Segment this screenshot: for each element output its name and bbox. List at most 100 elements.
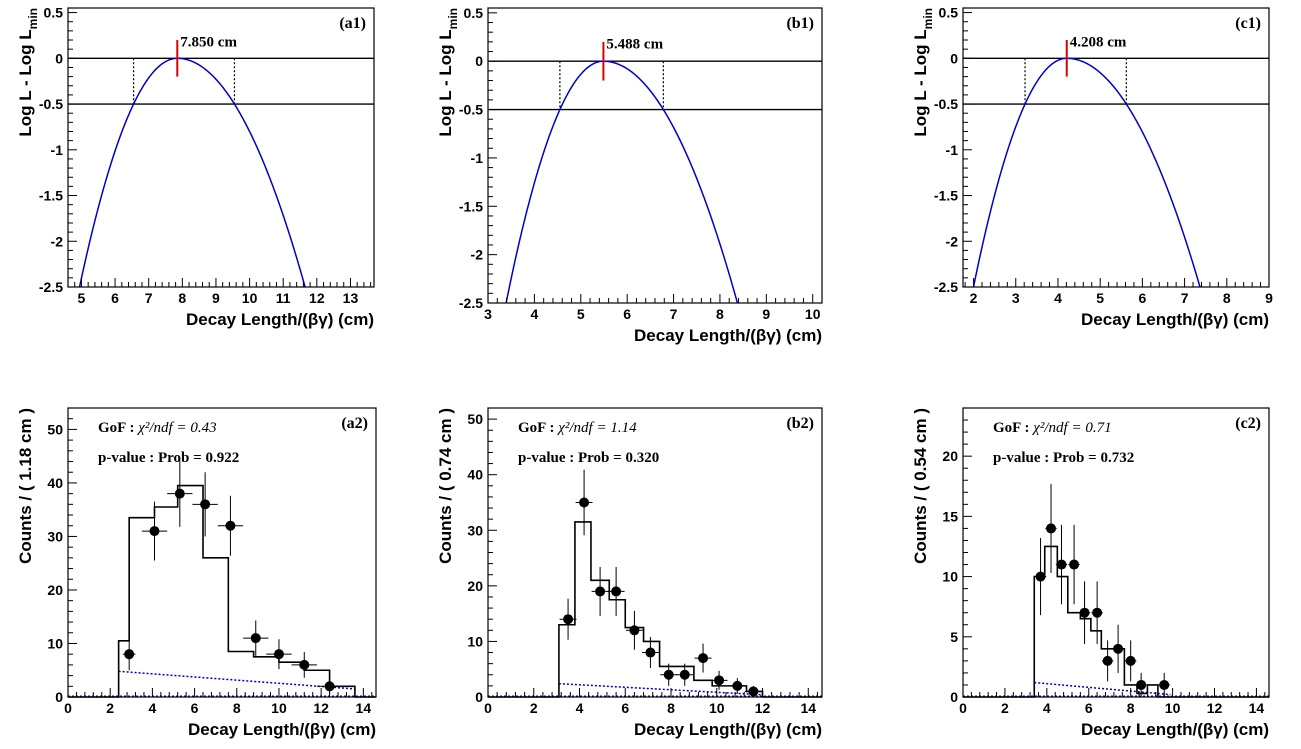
data-point xyxy=(728,678,746,694)
likelihood-panel-a1: 7.850 cm 5 6 7 8 9 10 11 12 13 0.5 0 -0.5 -1 -1.5 -2 -2.… xyxy=(16,5,375,329)
data-point xyxy=(660,663,678,686)
gof-value: χ²/ndf = 0.43 xyxy=(136,420,216,436)
gof-label: GoF : xyxy=(993,420,1033,436)
x-tick-label: 4 xyxy=(148,700,156,716)
data-marker xyxy=(273,649,284,660)
data-marker xyxy=(714,675,725,686)
y-axis-label-subscript: min xyxy=(921,8,935,29)
data-point xyxy=(217,495,244,556)
x-tick-label: 5 xyxy=(1096,290,1104,306)
x-tick-label: 8 xyxy=(716,306,724,322)
y-tick-label: 40 xyxy=(467,467,483,483)
data-point xyxy=(122,638,136,671)
x-tick-label: 6 xyxy=(191,700,199,716)
x-tick-label: 4 xyxy=(1043,700,1051,716)
gof-text: GoF : χ²/ndf = 0.71 xyxy=(993,420,1112,436)
peak-annotation: 4.208 cm xyxy=(1070,34,1127,50)
y-axis-label-main: Log L - Log L xyxy=(436,29,455,136)
x-tick-label: 6 xyxy=(623,306,631,322)
x-tick-label: 12 xyxy=(313,700,329,716)
fit-histogram xyxy=(68,484,376,698)
histogram-panel-a2: GoF : χ²/ndf = 0.43 p-value : Prob = 0.92… xyxy=(16,407,377,739)
x-tick-label: 9 xyxy=(212,290,220,306)
y-tick-label: 0 xyxy=(950,50,958,66)
peak-annotation: 5.488 cm xyxy=(606,37,663,53)
x-tick-label: 2 xyxy=(970,290,978,306)
data-point xyxy=(607,566,625,616)
x-tick-label: 7 xyxy=(1181,290,1189,306)
data-marker xyxy=(595,586,606,597)
data-point xyxy=(1078,581,1091,645)
y-tick-label: 0.5 xyxy=(939,5,959,21)
data-marker xyxy=(645,647,656,658)
data-marker xyxy=(1102,655,1113,666)
histogram-panel-c2: GoF : χ²/ndf = 0.71 p-value : Prob = 0.73… xyxy=(911,407,1270,739)
data-marker xyxy=(563,614,574,625)
y-tick-label: 0 xyxy=(55,50,63,66)
panel-label: (a2) xyxy=(341,415,368,432)
data-marker xyxy=(1113,643,1124,654)
background-component xyxy=(118,670,355,690)
y-tick-label: 30 xyxy=(47,528,63,544)
y-axis-label-main: Counts / ( 0.74 cm ) xyxy=(436,408,455,564)
gof-label: GoF : xyxy=(98,420,138,436)
y-tick-label: -2.5 xyxy=(934,279,958,295)
x-tick-label: 8 xyxy=(667,700,675,716)
x-tick-label: 5 xyxy=(577,306,585,322)
y-tick-label: -0.5 xyxy=(459,102,483,118)
gof-text: GoF : χ²/ndf = 1.14 xyxy=(518,420,637,436)
x-tick-label: 2 xyxy=(1001,700,1009,716)
y-tick-label: 15 xyxy=(942,508,958,524)
data-point xyxy=(575,469,593,536)
plot-frame xyxy=(67,7,375,288)
data-point xyxy=(1068,524,1080,605)
y-tick-label: 0 xyxy=(55,689,63,705)
y-tick-label: -0.5 xyxy=(934,96,958,112)
x-tick-label: 10 xyxy=(271,700,287,716)
y-axis-label: Log L - Log Lmin xyxy=(911,8,935,137)
x-tick-label: 8 xyxy=(1223,290,1231,306)
data-point xyxy=(1055,524,1068,605)
x-tick-label: 12 xyxy=(755,700,771,716)
plot-frame xyxy=(962,7,1270,288)
data-point xyxy=(167,460,193,527)
gof-value: χ²/ndf = 1.14 xyxy=(556,420,637,436)
data-point xyxy=(266,639,292,670)
y-axis-label-subscript: min xyxy=(446,8,460,29)
y-tick-label: -2.5 xyxy=(459,295,483,311)
pvalue-text: p-value : Prob = 0.732 xyxy=(993,450,1134,466)
y-tick-label: 50 xyxy=(467,411,483,427)
y-tick-label: -1.5 xyxy=(934,188,958,204)
y-axis-label: Counts / ( 0.74 cm ) xyxy=(436,408,455,564)
y-axis-label-main: Log L - Log L xyxy=(16,29,35,136)
pvalue-text: p-value : Prob = 0.922 xyxy=(98,450,239,466)
histogram-panel-b2: GoF : χ²/ndf = 1.14 p-value : Prob = 0.32… xyxy=(436,407,823,739)
y-axis-label-main: Counts / ( 0.54 cm ) xyxy=(911,408,930,564)
y-tick-label: -1 xyxy=(471,150,484,166)
data-marker xyxy=(663,669,674,680)
data-marker xyxy=(579,497,590,508)
y-axis-label: Log L - Log Lmin xyxy=(436,8,460,137)
data-marker xyxy=(324,681,335,692)
data-marker xyxy=(629,625,640,636)
data-point xyxy=(694,643,712,673)
y-tick-label: 20 xyxy=(942,448,958,464)
y-tick-label: -1.5 xyxy=(459,198,483,214)
data-marker xyxy=(611,586,622,597)
data-point xyxy=(243,620,269,656)
likelihood-panel-c1: 4.208 cm 2 3 4 5 6 7 8 9 0.5 0 -0.5 -1 -1.5 -2 -2.5 Deca… xyxy=(911,5,1273,329)
x-tick-label: 8 xyxy=(233,700,241,716)
y-tick-label: -0.5 xyxy=(39,96,63,112)
y-tick-label: 5 xyxy=(950,629,958,645)
x-axis-label: Decay Length/(βγ) (cm) xyxy=(634,720,822,739)
x-tick-label: 8 xyxy=(178,290,186,306)
fit-histogram xyxy=(963,545,1269,698)
x-axis-label: Decay Length/(βγ) (cm) xyxy=(634,326,822,345)
data-point xyxy=(192,472,218,537)
data-marker xyxy=(698,653,709,664)
y-tick-label: 0.5 xyxy=(464,5,484,21)
data-marker xyxy=(1092,607,1103,618)
data-marker xyxy=(225,520,236,531)
x-axis-label: Decay Length/(βγ) (cm) xyxy=(188,720,376,739)
x-tick-label: 3 xyxy=(1012,290,1020,306)
